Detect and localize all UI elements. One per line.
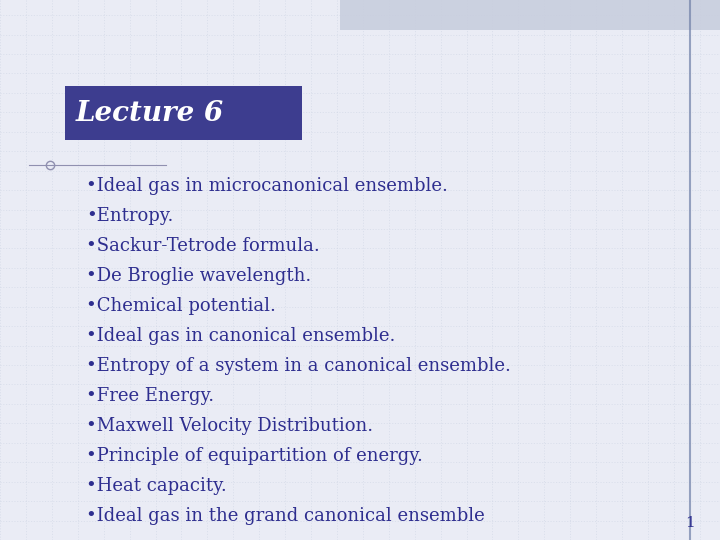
Text: •Ideal gas in microcanonical ensemble.: •Ideal gas in microcanonical ensemble. bbox=[86, 177, 449, 195]
Text: Lecture 6: Lecture 6 bbox=[76, 100, 224, 127]
Text: •Free Energy.: •Free Energy. bbox=[86, 387, 215, 405]
Bar bbox=[65, 86, 302, 140]
Text: •Maxwell Velocity Distribution.: •Maxwell Velocity Distribution. bbox=[86, 417, 374, 435]
Text: •Principle of equipartition of energy.: •Principle of equipartition of energy. bbox=[86, 447, 423, 465]
Text: •Chemical potential.: •Chemical potential. bbox=[86, 297, 276, 315]
Text: •De Broglie wavelength.: •De Broglie wavelength. bbox=[86, 267, 312, 285]
Text: •Entropy of a system in a canonical ensemble.: •Entropy of a system in a canonical ense… bbox=[86, 357, 511, 375]
Text: •Entropy.: •Entropy. bbox=[86, 207, 174, 225]
Text: •Ideal gas in the grand canonical ensemble: •Ideal gas in the grand canonical ensemb… bbox=[86, 507, 485, 525]
Text: 1: 1 bbox=[685, 516, 695, 530]
Bar bbox=[340, 0, 720, 30]
Text: •Sackur-Tetrode formula.: •Sackur-Tetrode formula. bbox=[86, 237, 320, 255]
Text: •Ideal gas in canonical ensemble.: •Ideal gas in canonical ensemble. bbox=[86, 327, 396, 345]
Text: •Heat capacity.: •Heat capacity. bbox=[86, 477, 227, 495]
